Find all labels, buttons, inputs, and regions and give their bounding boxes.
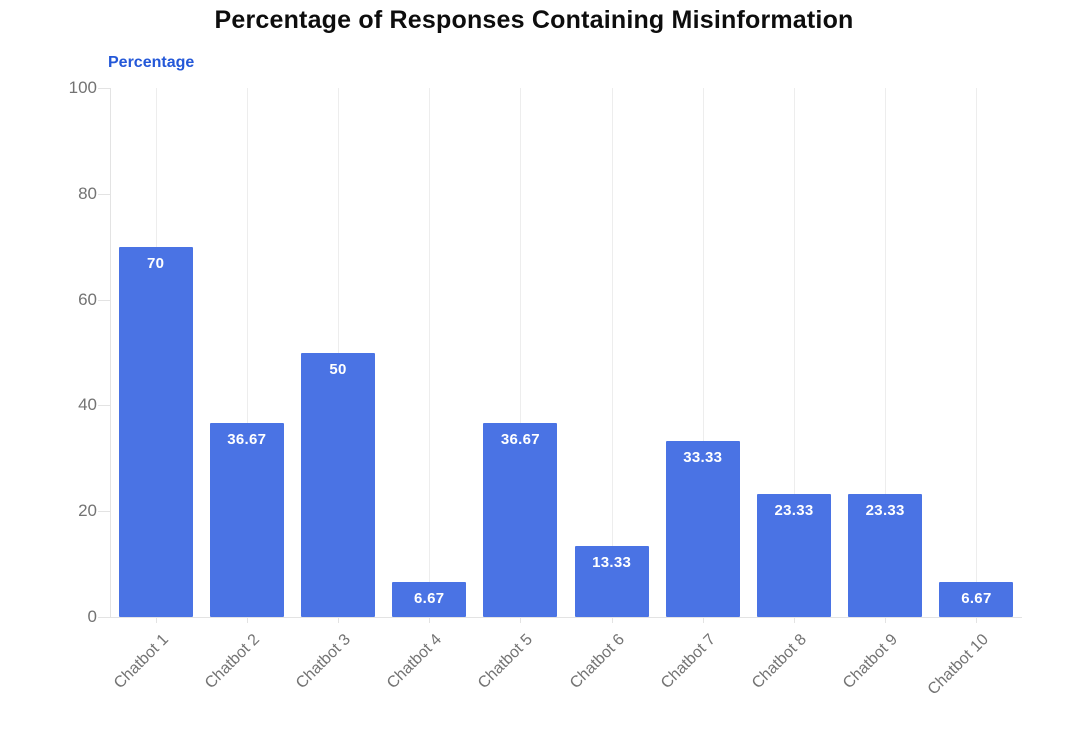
x-tick-label: Chatbot 4 (384, 631, 446, 693)
x-tick-mark (155, 617, 157, 623)
x-tick-label: Chatbot 8 (748, 631, 811, 693)
gridline (429, 88, 431, 617)
x-tick-mark (246, 617, 248, 623)
x-tick-mark (702, 617, 704, 623)
gridline (794, 88, 795, 617)
y-tick-label: 20 (78, 501, 97, 521)
bar-value-label: 6.67 (961, 589, 992, 607)
bar-value-label: 23.33 (774, 501, 814, 519)
y-tick-mark (98, 511, 110, 513)
x-tick-label: Chatbot 1 (110, 631, 172, 693)
y-tick-mark (98, 617, 110, 618)
y-axis-title: Percentage (108, 54, 195, 71)
x-tick-label: Chatbot 2 (201, 631, 263, 693)
bar (757, 493, 831, 617)
gridline (611, 88, 613, 617)
x-tick-label: Chatbot 7 (657, 631, 719, 693)
gridline (520, 88, 522, 617)
y-axis-line (110, 88, 111, 617)
bar (665, 440, 740, 617)
y-tick-label: 100 (68, 78, 97, 97)
x-tick-mark (611, 617, 613, 623)
bar (483, 423, 558, 617)
bar-value-label: 33.33 (683, 448, 723, 466)
bar (301, 352, 375, 617)
x-tick-mark (885, 617, 887, 623)
y-tick-label: 60 (78, 289, 97, 309)
bar-value-label: 6.67 (413, 589, 445, 607)
x-axis-line (110, 617, 1022, 618)
bar-value-label: 70 (146, 254, 165, 272)
x-tick-label: Chatbot 5 (475, 631, 537, 693)
chart-title: Percentage of Responses Containing Misin… (214, 6, 854, 34)
y-tick-mark (98, 193, 110, 195)
gridline (976, 88, 978, 617)
y-tick-label: 80 (78, 183, 97, 203)
y-tick-label: 40 (78, 395, 97, 415)
x-tick-mark (520, 617, 522, 623)
x-tick-mark (429, 617, 431, 623)
bar-value-label: 23.33 (865, 501, 905, 519)
bar (574, 546, 649, 617)
gridline (885, 88, 887, 617)
x-tick-label: Chatbot 10 (925, 631, 993, 699)
bar (392, 581, 467, 617)
x-tick-label: Chatbot 9 (840, 631, 902, 693)
x-tick-label: Chatbot 3 (292, 631, 355, 693)
y-tick-mark (98, 405, 110, 407)
x-tick-mark (338, 617, 339, 623)
y-tick-mark (98, 88, 110, 89)
y-tick-label: 0 (87, 607, 97, 626)
x-tick-mark (976, 617, 978, 623)
gridline (702, 88, 704, 617)
x-tick-mark (794, 617, 795, 623)
bar-value-label: 50 (329, 360, 347, 378)
bar-value-label: 36.67 (500, 431, 540, 449)
bar-chart: 0 20 40 60 80 100 70 Chatbot 1 36.67 Chatbot 2 50 C… (68, 78, 1022, 698)
bar-value-label: 36.67 (227, 431, 267, 449)
bar (939, 581, 1014, 617)
bar (118, 246, 193, 617)
x-tick-label: Chatbot 6 (566, 631, 628, 693)
bar (209, 423, 284, 617)
bar-value-label: 13.33 (592, 554, 632, 572)
gridline (246, 88, 248, 617)
bar (848, 493, 923, 617)
y-tick-mark (98, 299, 110, 301)
